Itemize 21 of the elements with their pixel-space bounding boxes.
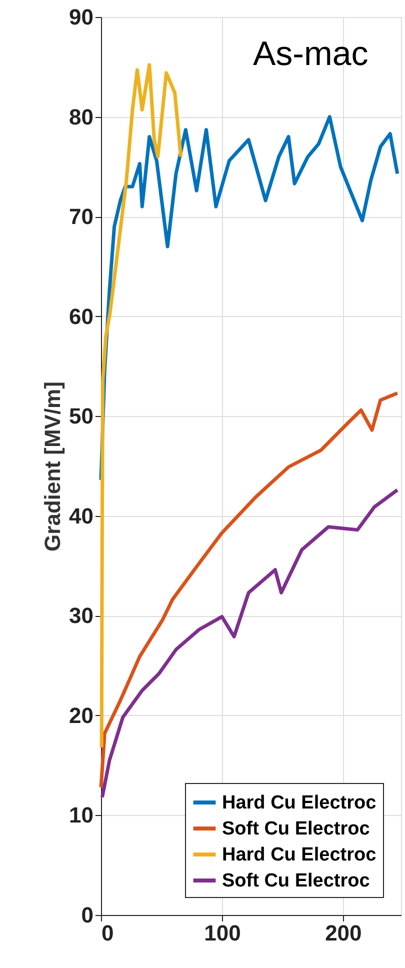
legend-label: Hard Cu Electroc <box>222 792 377 814</box>
y-tick-label: 20 <box>69 702 94 728</box>
x-tick-label: 200 <box>325 920 362 946</box>
y-tick-label: 30 <box>69 603 94 628</box>
x-tick-label: 0 <box>102 920 114 946</box>
x-tick-label: 100 <box>204 920 241 946</box>
line-series <box>99 391 400 790</box>
legend-label: Soft Cu Electroc <box>222 870 370 892</box>
y-tick-label: 90 <box>69 4 94 30</box>
legend-label: Soft Cu Electroc <box>222 818 370 840</box>
y-tick-label: 0 <box>81 902 94 928</box>
y-tick-label: 10 <box>69 802 94 828</box>
y-tick-label: 80 <box>69 104 94 130</box>
legend-label: Hard Cu Electroc <box>222 844 377 866</box>
line-series <box>100 63 183 750</box>
annotation: As-mac <box>253 35 368 73</box>
y-tick-label: 50 <box>69 404 94 429</box>
y-axis-title: Gradient [MV/m] <box>40 382 66 552</box>
y-tick-label: 40 <box>69 503 94 528</box>
y-tick-label: 60 <box>69 304 94 329</box>
y-tick-label: 70 <box>69 204 94 230</box>
